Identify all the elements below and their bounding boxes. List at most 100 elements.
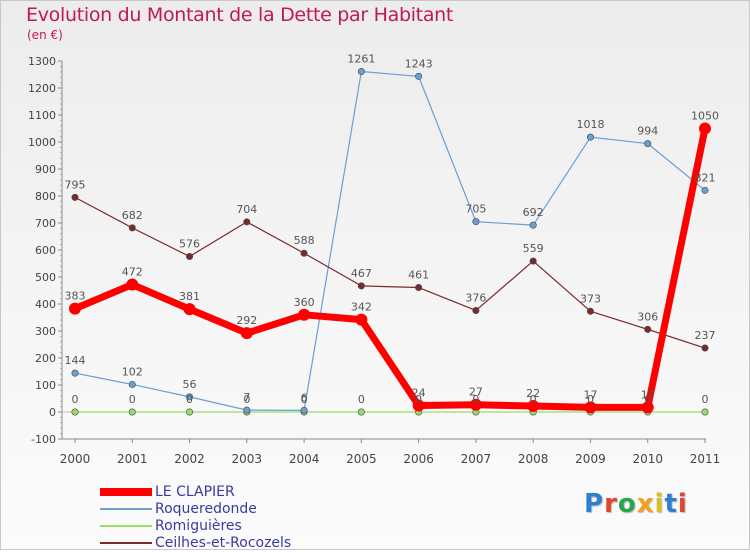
y-tick-label: 300	[35, 325, 56, 338]
data-label: 237	[695, 329, 716, 342]
data-point	[240, 327, 253, 340]
chart-subtitle: (en €)	[27, 28, 63, 42]
data-label: 6	[301, 391, 308, 404]
x-tick-label: 2010	[632, 452, 663, 466]
data-point	[128, 224, 136, 232]
y-tick-label: 600	[35, 244, 56, 257]
data-point	[126, 278, 139, 291]
x-tick-label: 2002	[174, 452, 205, 466]
logo-letter: x	[636, 489, 655, 519]
data-label: 360	[294, 296, 315, 309]
data-point	[243, 406, 251, 414]
y-tick-label: 700	[35, 217, 56, 230]
logo-letter: P	[584, 489, 605, 519]
data-label: 0	[530, 393, 537, 406]
data-label: 0	[301, 393, 308, 406]
data-point	[71, 408, 79, 416]
data-point	[186, 252, 194, 260]
x-tick-label: 2009	[575, 452, 606, 466]
data-point	[529, 221, 537, 229]
x-tick-label: 2001	[117, 452, 148, 466]
data-point	[412, 399, 425, 412]
series-line	[74, 196, 706, 349]
data-point	[357, 408, 365, 416]
data-label: 376	[465, 291, 486, 304]
x-tick-label: 2008	[518, 452, 549, 466]
data-point	[529, 257, 537, 265]
x-tick-label: 2005	[346, 452, 377, 466]
data-point	[71, 369, 79, 377]
x-tick-label: 2004	[289, 452, 320, 466]
data-label: 0	[587, 393, 594, 406]
data-point	[644, 325, 652, 333]
data-label: 472	[122, 266, 143, 279]
series-line	[71, 125, 709, 411]
y-tick-label: 400	[35, 298, 56, 311]
data-point	[355, 313, 368, 326]
data-label: 692	[523, 206, 544, 219]
data-label: 306	[637, 310, 658, 323]
data-label: 705	[465, 203, 486, 216]
data-label: 56	[183, 378, 197, 391]
data-label: 821	[695, 171, 716, 184]
data-label: 467	[351, 267, 372, 280]
data-label: 1018	[576, 118, 604, 131]
data-point	[183, 303, 196, 316]
series-ceilhes-et-rocozels	[71, 193, 709, 352]
data-label: 1243	[405, 57, 433, 70]
data-label: 17	[641, 388, 655, 401]
data-label: 588	[294, 234, 315, 247]
data-label: 1261	[347, 53, 375, 66]
legend-label: Roqueredonde	[155, 501, 257, 517]
data-label: 0	[415, 393, 422, 406]
data-point	[357, 68, 365, 76]
x-tick-label: 2011	[690, 452, 721, 466]
data-label: 0	[644, 393, 651, 406]
logo-letter: t	[664, 489, 678, 519]
data-point	[300, 249, 308, 257]
y-tick-label: 200	[35, 352, 56, 365]
legend-swatch	[100, 488, 152, 496]
legend-swatch	[100, 525, 152, 527]
y-tick-label: 1000	[28, 136, 56, 149]
legend-label: LE CLAPIER	[155, 484, 235, 500]
series-le-clapier	[69, 122, 711, 414]
data-point	[300, 406, 308, 414]
data-label: 1050	[691, 110, 719, 123]
data-point	[701, 408, 709, 416]
data-point	[701, 344, 709, 352]
legend-label: Ceilhes-et-Rocozels	[155, 535, 292, 551]
logo-letter: r	[604, 489, 618, 519]
data-point	[186, 408, 194, 416]
data-point	[128, 380, 136, 388]
data-label: 383	[65, 290, 86, 303]
y-tick-label: 1200	[28, 82, 56, 95]
chart-title: Evolution du Montant de la Dette par Hab…	[26, 4, 454, 26]
y-tick-label: 100	[35, 379, 56, 392]
data-label: 0	[186, 393, 193, 406]
logo-letter: i	[654, 489, 665, 519]
data-point	[415, 72, 423, 80]
data-label: 17	[583, 388, 597, 401]
data-label: 102	[122, 365, 143, 378]
y-tick-label: 500	[35, 271, 56, 284]
legend-swatch	[100, 542, 152, 544]
x-tick-label: 2006	[403, 452, 434, 466]
data-label: 373	[580, 292, 601, 305]
data-label: 24	[412, 387, 426, 400]
data-label: 0	[472, 393, 479, 406]
data-label: 682	[122, 209, 143, 222]
data-point	[415, 284, 423, 292]
data-label: 22	[526, 387, 540, 400]
data-label: 461	[408, 269, 429, 282]
logo-letter: o	[617, 489, 637, 519]
y-tick-label: 800	[35, 190, 56, 203]
data-label: 795	[65, 178, 86, 191]
data-point	[641, 401, 654, 414]
series-roqueredonde	[71, 68, 709, 414]
y-tick-label: -100	[31, 433, 56, 446]
data-label: 704	[236, 203, 257, 216]
data-label: 0	[702, 393, 709, 406]
